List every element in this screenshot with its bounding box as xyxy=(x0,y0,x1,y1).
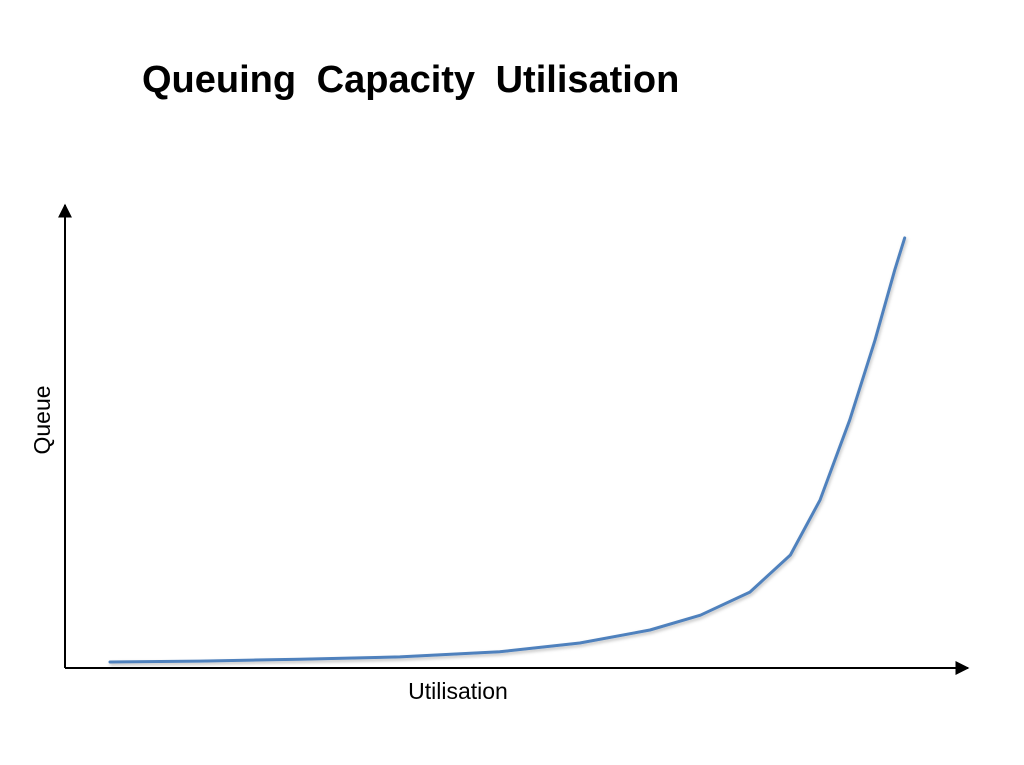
x-axis-label: Utilisation xyxy=(408,678,508,704)
y-axis-label: Queue xyxy=(29,385,55,454)
line xyxy=(108,236,907,664)
chart-title: Queuing Capacity Utilisation xyxy=(142,59,679,101)
